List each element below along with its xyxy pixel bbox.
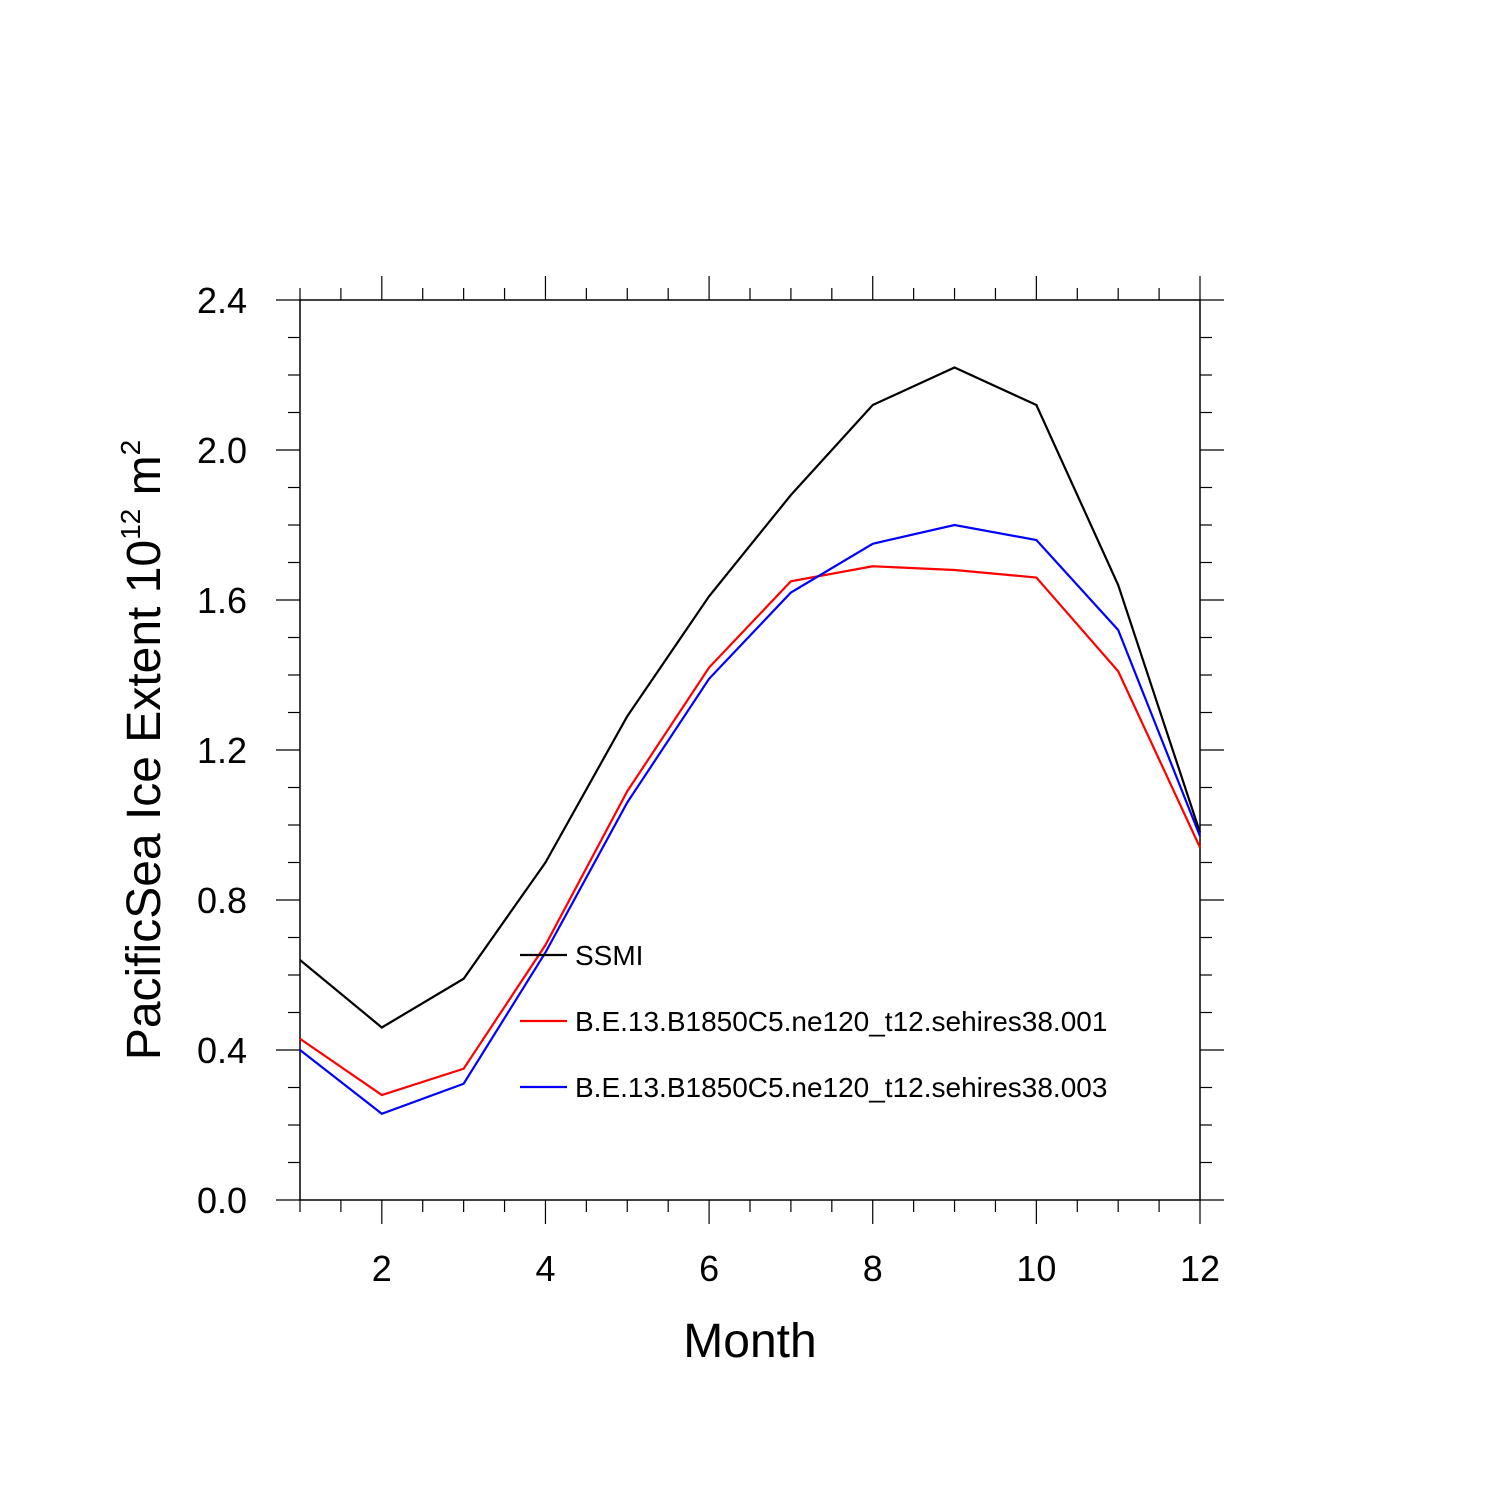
x-tick-label: 12 xyxy=(1180,1248,1220,1289)
y-tick-label: 1.2 xyxy=(197,730,247,771)
series-lines xyxy=(299,366,1202,1115)
y-axis-title-unit-exponent: 2 xyxy=(115,440,146,456)
x-tick-label: 10 xyxy=(1016,1248,1056,1289)
x-tick-label: 8 xyxy=(863,1248,883,1289)
y-axis-title-exponent: 12 xyxy=(115,509,146,540)
tick-labels: 0.0 0.4 0.8 1.2 1.6 2.0 2.4 2 4 6 8 10 12 xyxy=(197,280,1220,1289)
y-tick-label: 0.4 xyxy=(197,1030,247,1071)
x-tick-label: 4 xyxy=(535,1248,555,1289)
y-tick-label: 2.0 xyxy=(197,430,247,471)
x-tick-label: 6 xyxy=(699,1248,719,1289)
series-line-3 xyxy=(299,523,1202,1115)
series-line-1 xyxy=(299,366,1202,1029)
legend: SSMI B.E.13.B1850C5.ne120_t12.sehires38.0… xyxy=(520,940,1107,1103)
y-tick-label: 1.6 xyxy=(197,580,247,621)
x-axis-title: Month xyxy=(683,1315,816,1368)
legend-label-1: SSMI xyxy=(575,940,643,971)
ticks xyxy=(276,276,1224,1224)
series-line-2 xyxy=(299,565,1201,1097)
x-tick-label: 2 xyxy=(372,1248,392,1289)
y-tick-label: 0.8 xyxy=(197,880,247,921)
legend-label-2: B.E.13.B1850C5.ne120_t12.sehires38.001 xyxy=(575,1006,1107,1037)
y-tick-label: 2.4 xyxy=(197,280,247,321)
y-axis-title-main: PacificSea Ice Extent 10 xyxy=(118,540,171,1060)
y-axis-title: PacificSea Ice Extent 1012 m2 xyxy=(115,440,171,1060)
y-axis-title-unit: m xyxy=(118,455,171,508)
plot-frame xyxy=(299,299,1201,1201)
y-tick-label: 0.0 xyxy=(197,1180,247,1221)
legend-label-3: B.E.13.B1850C5.ne120_t12.sehires38.003 xyxy=(575,1072,1107,1103)
